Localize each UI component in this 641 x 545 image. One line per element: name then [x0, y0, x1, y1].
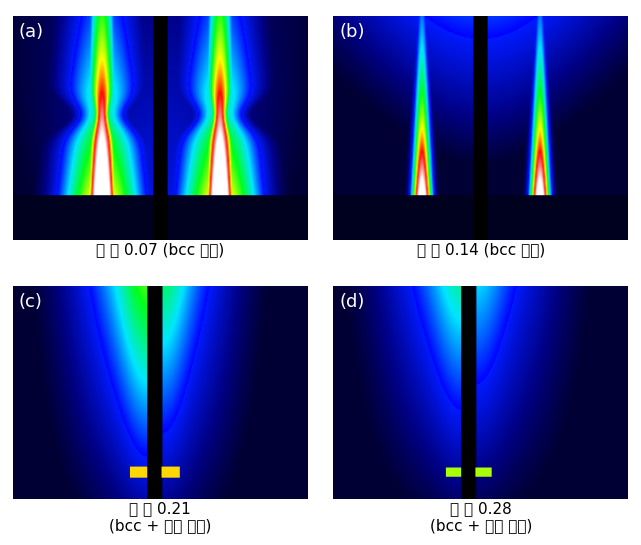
- Text: (c): (c): [19, 293, 42, 311]
- Text: 물 비 0.14 (bcc 구조): 물 비 0.14 (bcc 구조): [417, 242, 545, 257]
- Text: 물 비 0.28
(bcc + 랜덤 구조): 물 비 0.28 (bcc + 랜덤 구조): [429, 501, 532, 533]
- Text: (b): (b): [339, 23, 365, 41]
- Text: (d): (d): [339, 293, 365, 311]
- Text: 물 비 0.21
(bcc + 랜덤 구조): 물 비 0.21 (bcc + 랜덤 구조): [109, 501, 212, 533]
- Text: (a): (a): [19, 23, 44, 41]
- Text: 물 비 0.07 (bcc 구조): 물 비 0.07 (bcc 구조): [96, 242, 224, 257]
